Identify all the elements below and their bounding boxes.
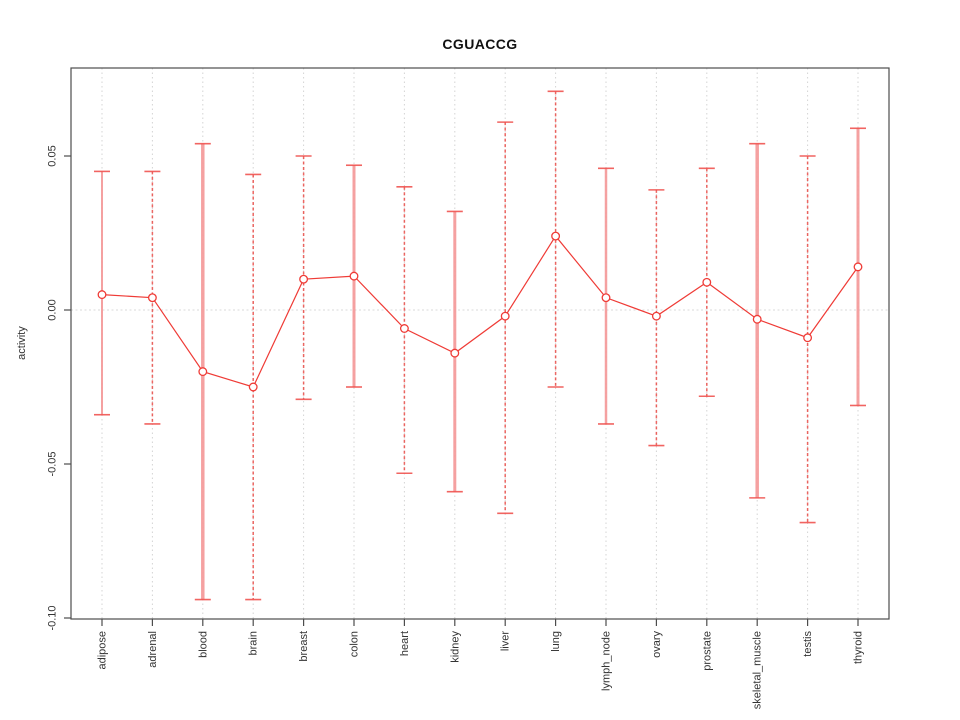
- x-tick-label-skeletal_muscle: skeletal_muscle: [752, 631, 764, 709]
- x-tick-label-blood: blood: [197, 631, 209, 658]
- data-point-heart: [399, 324, 409, 333]
- x-tick-label-ovary: ovary: [651, 631, 663, 658]
- x-tick-label-testis: testis: [802, 631, 814, 657]
- x-tick-label-colon: colon: [349, 631, 361, 657]
- y-tick-label--0.05: -0.05: [47, 451, 59, 476]
- data-point-skeletal_muscle: [752, 314, 762, 324]
- x-tick-label-lymph_node: lymph_node: [601, 631, 613, 691]
- series-line: [101, 235, 859, 388]
- data-point-adrenal: [147, 293, 157, 303]
- x-tick-label-heart: heart: [399, 631, 411, 656]
- data-point-colon: [349, 271, 359, 281]
- y-tick-label--0.10: -0.10: [47, 605, 59, 630]
- data-point-adipose: [97, 290, 107, 300]
- x-tick-label-thyroid: thyroid: [853, 631, 865, 664]
- x-tick-label-prostate: prostate: [701, 631, 713, 671]
- data-point-brain: [248, 382, 258, 392]
- y-tick-label-0.05: 0.05: [47, 145, 59, 166]
- x-tick-label-brain: brain: [248, 631, 260, 655]
- data-point-prostate: [702, 277, 712, 287]
- plot-box: [70, 67, 890, 620]
- x-tick-label-lung: lung: [550, 631, 562, 652]
- chart-title: CGUACCG: [442, 36, 518, 52]
- x-tick-label-adipose: adipose: [97, 631, 109, 670]
- data-point-breast: [299, 274, 309, 284]
- data-point-thyroid: [853, 262, 863, 272]
- data-point-ovary: [651, 311, 661, 321]
- data-point-lung: [551, 231, 561, 241]
- x-tick-label-breast: breast: [298, 631, 310, 662]
- y-axis-label: activity: [16, 326, 28, 360]
- data-point-testis: [803, 333, 813, 343]
- y-tick-label-0.00: 0.00: [47, 299, 59, 320]
- data-point-liver: [500, 311, 510, 321]
- data-point-lymph_node: [601, 293, 611, 303]
- x-tick-label-liver: liver: [500, 631, 512, 652]
- x-tick-label-adrenal: adrenal: [147, 631, 159, 668]
- x-tick-label-kidney: kidney: [449, 631, 461, 663]
- data-point-blood: [198, 367, 208, 377]
- data-point-kidney: [450, 348, 460, 358]
